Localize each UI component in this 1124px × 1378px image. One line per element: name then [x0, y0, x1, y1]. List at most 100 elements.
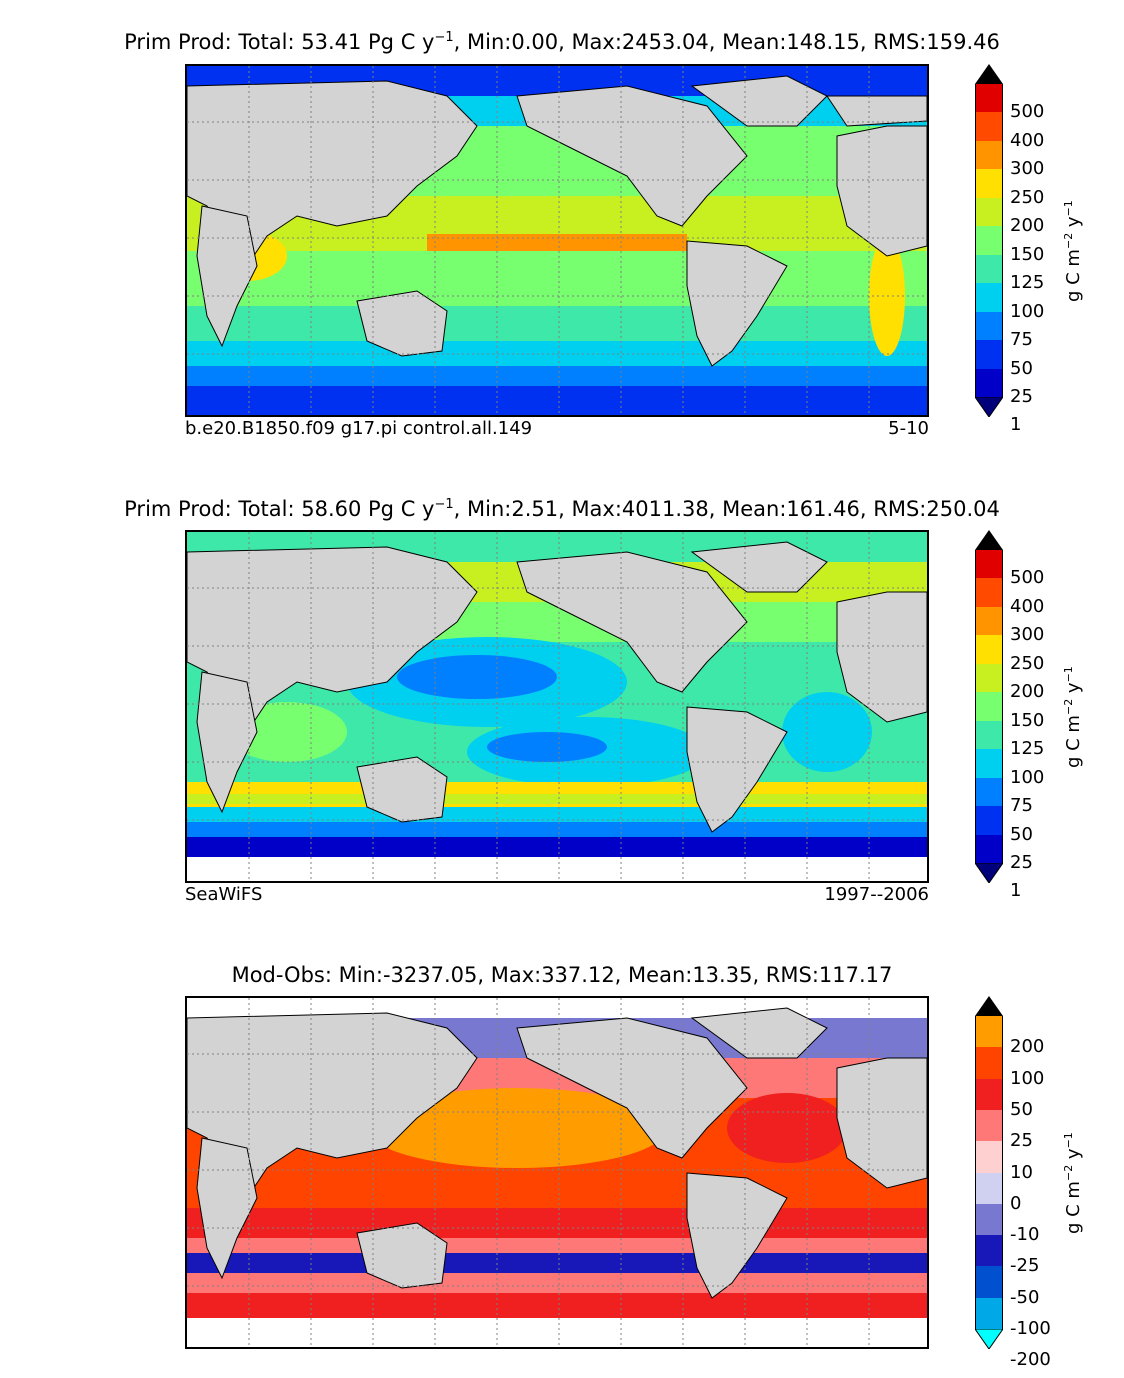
- colorbar-segment: [975, 226, 1003, 256]
- panel2-caption-left: SeaWiFS: [185, 884, 263, 905]
- colorbar-tick-label: 200: [1010, 681, 1045, 703]
- colorbar-tick-label: -200: [1010, 1349, 1051, 1371]
- panel2-caption-right: 1997--2006: [824, 884, 929, 905]
- colorbar-tick-label: 125: [1010, 272, 1045, 294]
- colorbar-tick-label: 50: [1010, 823, 1033, 845]
- colorbar-segment: [975, 169, 1003, 199]
- colorbar-tick-label: 1: [1010, 414, 1022, 436]
- panel2-title-exponent: −1: [434, 497, 454, 512]
- panel3-title-prefix: Mod-Obs: Min:-3237.05, Max:337.12, Mean:…: [231, 963, 893, 987]
- colorbar-segment: [975, 806, 1003, 836]
- colorbar-tick-label: 150: [1010, 243, 1045, 265]
- colorbar-segment: [975, 1266, 1003, 1299]
- colorbar-segment: [975, 1109, 1003, 1142]
- colorbar-tick-label: 150: [1010, 709, 1045, 731]
- panel2-title-suffix: , Min:2.51, Max:4011.38, Mean:161.46, RM…: [453, 497, 1000, 521]
- colorbar-extend-bottom: [975, 1329, 1003, 1349]
- colorbar-segment: [975, 1016, 1003, 1048]
- colorbar-segment: [975, 1047, 1003, 1080]
- colorbar-tick-label: 400: [1010, 129, 1045, 151]
- panel1-map-svg: [187, 66, 927, 415]
- colorbar-segment: [975, 663, 1003, 693]
- colorbar-tick-label: 25: [1010, 1130, 1033, 1152]
- panel3-colorbar: [975, 996, 1003, 1349]
- panel3-title: Mod-Obs: Min:-3237.05, Max:337.12, Mean:…: [0, 963, 1124, 987]
- panel1-title-suffix: , Min:0.00, Max:2453.04, Mean:148.15, RM…: [453, 30, 1000, 54]
- colorbar-segment: [975, 749, 1003, 779]
- colorbar-tick-label: 200: [1010, 1036, 1045, 1058]
- colorbar-segment: [975, 550, 1003, 579]
- panel3-unit-mid: y: [1063, 1148, 1084, 1165]
- panel1-unit-label: g C m−2 y−1: [1062, 200, 1084, 302]
- panel2-unit-mid: y: [1063, 682, 1084, 699]
- colorbar-segment: [975, 777, 1003, 807]
- colorbar-segment: [975, 1078, 1003, 1111]
- panel1-caption-left: b.e20.B1850.f09 g17.pi control.all.149: [185, 418, 533, 439]
- colorbar-tick-label: 250: [1010, 186, 1045, 208]
- panel1-map: [185, 64, 929, 417]
- colorbar-extend-bottom: [975, 397, 1003, 417]
- colorbar-segment: [975, 578, 1003, 608]
- panel2-colorbar: [975, 530, 1003, 883]
- panel3-unit-exp1: −2: [1062, 1164, 1075, 1182]
- colorbar-tick-label: 300: [1010, 624, 1045, 646]
- panel1-colorbar: [975, 64, 1003, 417]
- colorbar-segment: [975, 84, 1003, 113]
- panel3-map-svg: [187, 998, 927, 1347]
- colorbar-tick-label: 25: [1010, 852, 1033, 873]
- panel1-title-exponent: −1: [434, 30, 454, 45]
- panel2-map-svg: [187, 532, 927, 881]
- panel2-unit-label: g C m−2 y−1: [1062, 666, 1084, 768]
- colorbar-segment: [975, 1297, 1003, 1330]
- colorbar-segment: [975, 1172, 1003, 1205]
- colorbar-segment: [975, 112, 1003, 142]
- panel1-unit-exp2: −1: [1062, 200, 1075, 217]
- colorbar-segment: [975, 368, 1003, 398]
- colorbar-tick-label: 300: [1010, 158, 1045, 180]
- panel1-title: Prim Prod: Total: 53.41 Pg C y−1, Min:0.…: [0, 30, 1124, 54]
- colorbar-segment: [975, 1203, 1003, 1236]
- colorbar-segment: [975, 340, 1003, 370]
- colorbar-tick-label: -100: [1010, 1318, 1051, 1339]
- panel3-unit-base: g C m: [1063, 1181, 1084, 1234]
- colorbar-tick-label: 50: [1010, 357, 1033, 379]
- colorbar-tick-label: 10: [1010, 1161, 1033, 1183]
- colorbar-extend-top: [975, 530, 1003, 550]
- panel3-unit-exp2: −1: [1062, 1132, 1075, 1149]
- colorbar-tick-label: 200: [1010, 215, 1045, 237]
- panel2-map: [185, 530, 929, 883]
- colorbar-segment: [975, 720, 1003, 750]
- panel1-title-prefix: Prim Prod: Total: 53.41 Pg C y: [124, 30, 435, 54]
- panel2-unit-exp1: −2: [1062, 698, 1075, 716]
- colorbar-tick-label: 1: [1010, 880, 1022, 902]
- colorbar-tick-label: 75: [1010, 795, 1033, 817]
- colorbar-segment: [975, 834, 1003, 864]
- colorbar-tick-label: 500: [1010, 567, 1045, 589]
- colorbar-tick-label: 125: [1010, 738, 1045, 760]
- colorbar-segment: [975, 140, 1003, 170]
- panel2-unit-base: g C m: [1063, 715, 1084, 768]
- panel2-title: Prim Prod: Total: 58.60 Pg C y−1, Min:2.…: [0, 497, 1124, 521]
- colorbar-tick-label: -25: [1010, 1255, 1040, 1277]
- colorbar-segment: [975, 254, 1003, 284]
- colorbar-segment: [975, 1235, 1003, 1267]
- colorbar-segment: [975, 606, 1003, 636]
- colorbar-segment: [975, 635, 1003, 665]
- colorbar-tick-label: -50: [1010, 1286, 1040, 1308]
- colorbar-tick-label: 25: [1010, 386, 1033, 407]
- colorbar-tick-label: 100: [1010, 1067, 1045, 1089]
- panel1-caption-right: 5-10: [888, 418, 929, 439]
- colorbar-tick-label: 400: [1010, 595, 1045, 617]
- colorbar-tick-label: 500: [1010, 101, 1045, 123]
- colorbar-tick-label: -10: [1010, 1224, 1040, 1246]
- colorbar-tick-label: 100: [1010, 300, 1045, 322]
- colorbar-segment: [975, 311, 1003, 341]
- colorbar-tick-label: 50: [1010, 1098, 1033, 1120]
- colorbar-segment: [975, 197, 1003, 227]
- colorbar-tick-label: 100: [1010, 766, 1045, 788]
- colorbar-tick-label: 250: [1010, 652, 1045, 674]
- panel1-unit-mid: y: [1063, 216, 1084, 233]
- colorbar-extend-top: [975, 996, 1003, 1016]
- colorbar-tick-label: 0: [1010, 1192, 1022, 1214]
- panel3-map: [185, 996, 929, 1349]
